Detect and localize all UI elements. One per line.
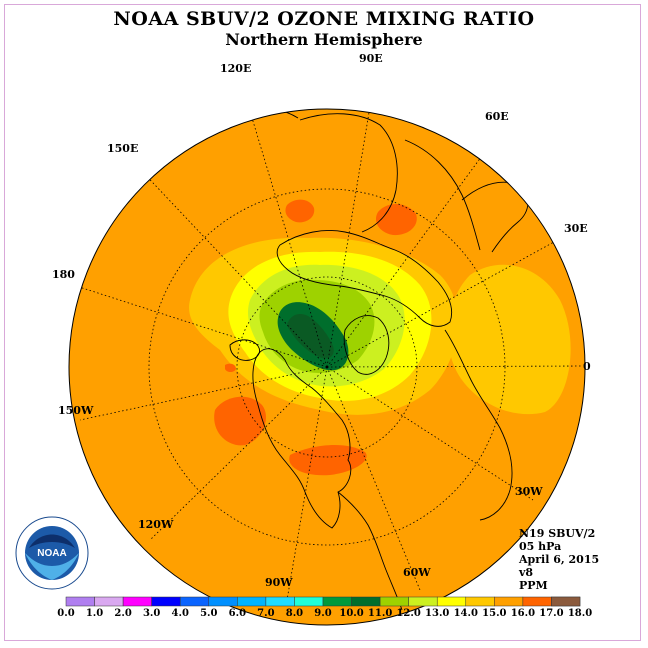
colorbar-tick-label: 3.0	[142, 608, 161, 619]
latitude-circle-30	[148, 188, 506, 546]
colorbar-tick-label: 18.0	[567, 608, 593, 619]
colorbar-tick-label: 2.0	[114, 608, 132, 619]
coastlines	[229, 109, 529, 611]
label-150w: 150W	[58, 404, 94, 417]
colorbar-tick-label: 10.0	[339, 608, 364, 619]
meridian-60w	[326, 366, 421, 591]
label-30e: 30E	[564, 222, 588, 235]
colorbar-tick-label: 5.0	[200, 608, 218, 619]
map-subtitle: Northern Hemisphere	[225, 30, 423, 49]
label-60w: 60W	[403, 566, 431, 579]
meridian-90w	[286, 366, 328, 601]
info-version: v8	[519, 566, 534, 579]
meridian-60e	[326, 118, 510, 368]
field-core-inner	[287, 314, 334, 359]
noaa-logo: NOAA	[15, 516, 89, 590]
colorbar-tick-label: 17.0	[539, 608, 564, 619]
colorbar-tick-label: 7.0	[257, 608, 275, 619]
colorbar-tick-label: 14.0	[453, 608, 478, 619]
label-150e: 150E	[107, 142, 139, 155]
latitude-circle-60	[236, 276, 418, 458]
label-30w: 30W	[515, 485, 543, 498]
info-date: April 6, 2015	[519, 553, 600, 566]
map-title: NOAA SBUV/2 OZONE MIXING RATIO	[113, 8, 535, 30]
meridian-30e	[326, 225, 584, 368]
meridian-180	[69, 283, 328, 368]
field-patch-se-usa	[289, 444, 367, 476]
field-patch-siberia	[375, 203, 417, 236]
figure-frame	[4, 4, 641, 641]
info-block: N19 SBUV/2 05 hPa April 6, 2015 v8 PPM	[519, 527, 599, 592]
info-level: 05 hPa	[519, 540, 562, 553]
colorbar-tick-label: 8.0	[285, 608, 304, 619]
meridian-0	[326, 365, 584, 368]
field-patch-east-asia	[285, 199, 315, 223]
label-120e: 120E	[220, 62, 252, 75]
colorbar-tick-label: 13.0	[425, 608, 450, 619]
colorbar-tick-label: 0.0	[57, 608, 75, 619]
colorbar-tick-label: 6.0	[228, 608, 247, 619]
field-patch-west-usa	[214, 396, 266, 446]
label-90e: 90E	[359, 52, 383, 65]
colorbar-tick-label: 1.0	[85, 608, 104, 619]
info-units: PPM	[519, 579, 548, 592]
label-90w: 90W	[265, 576, 293, 589]
label-60e: 60E	[485, 110, 509, 123]
colorbar-tick-label: 11.0	[367, 608, 393, 619]
colorbar-tick-label: 12.0	[396, 608, 421, 619]
colorbar-tick-label: 4.0	[171, 608, 189, 619]
info-satellite: N19 SBUV/2	[519, 527, 596, 540]
meridian-120w	[149, 366, 328, 541]
field-patch-pacific	[225, 363, 236, 372]
colorbar-tick-label: 16.0	[510, 608, 536, 619]
noaa-logo-text: NOAA	[37, 548, 66, 559]
label-120w: 120W	[138, 518, 174, 531]
field-atlantic	[448, 264, 571, 415]
colorbar-tick-label: 15.0	[482, 608, 507, 619]
label-0: 0	[583, 360, 591, 373]
colorbar-tick-label: 9.0	[314, 608, 332, 619]
label-180: 180	[52, 268, 75, 281]
meridian-30w	[326, 366, 534, 501]
map-boundary	[68, 108, 586, 626]
